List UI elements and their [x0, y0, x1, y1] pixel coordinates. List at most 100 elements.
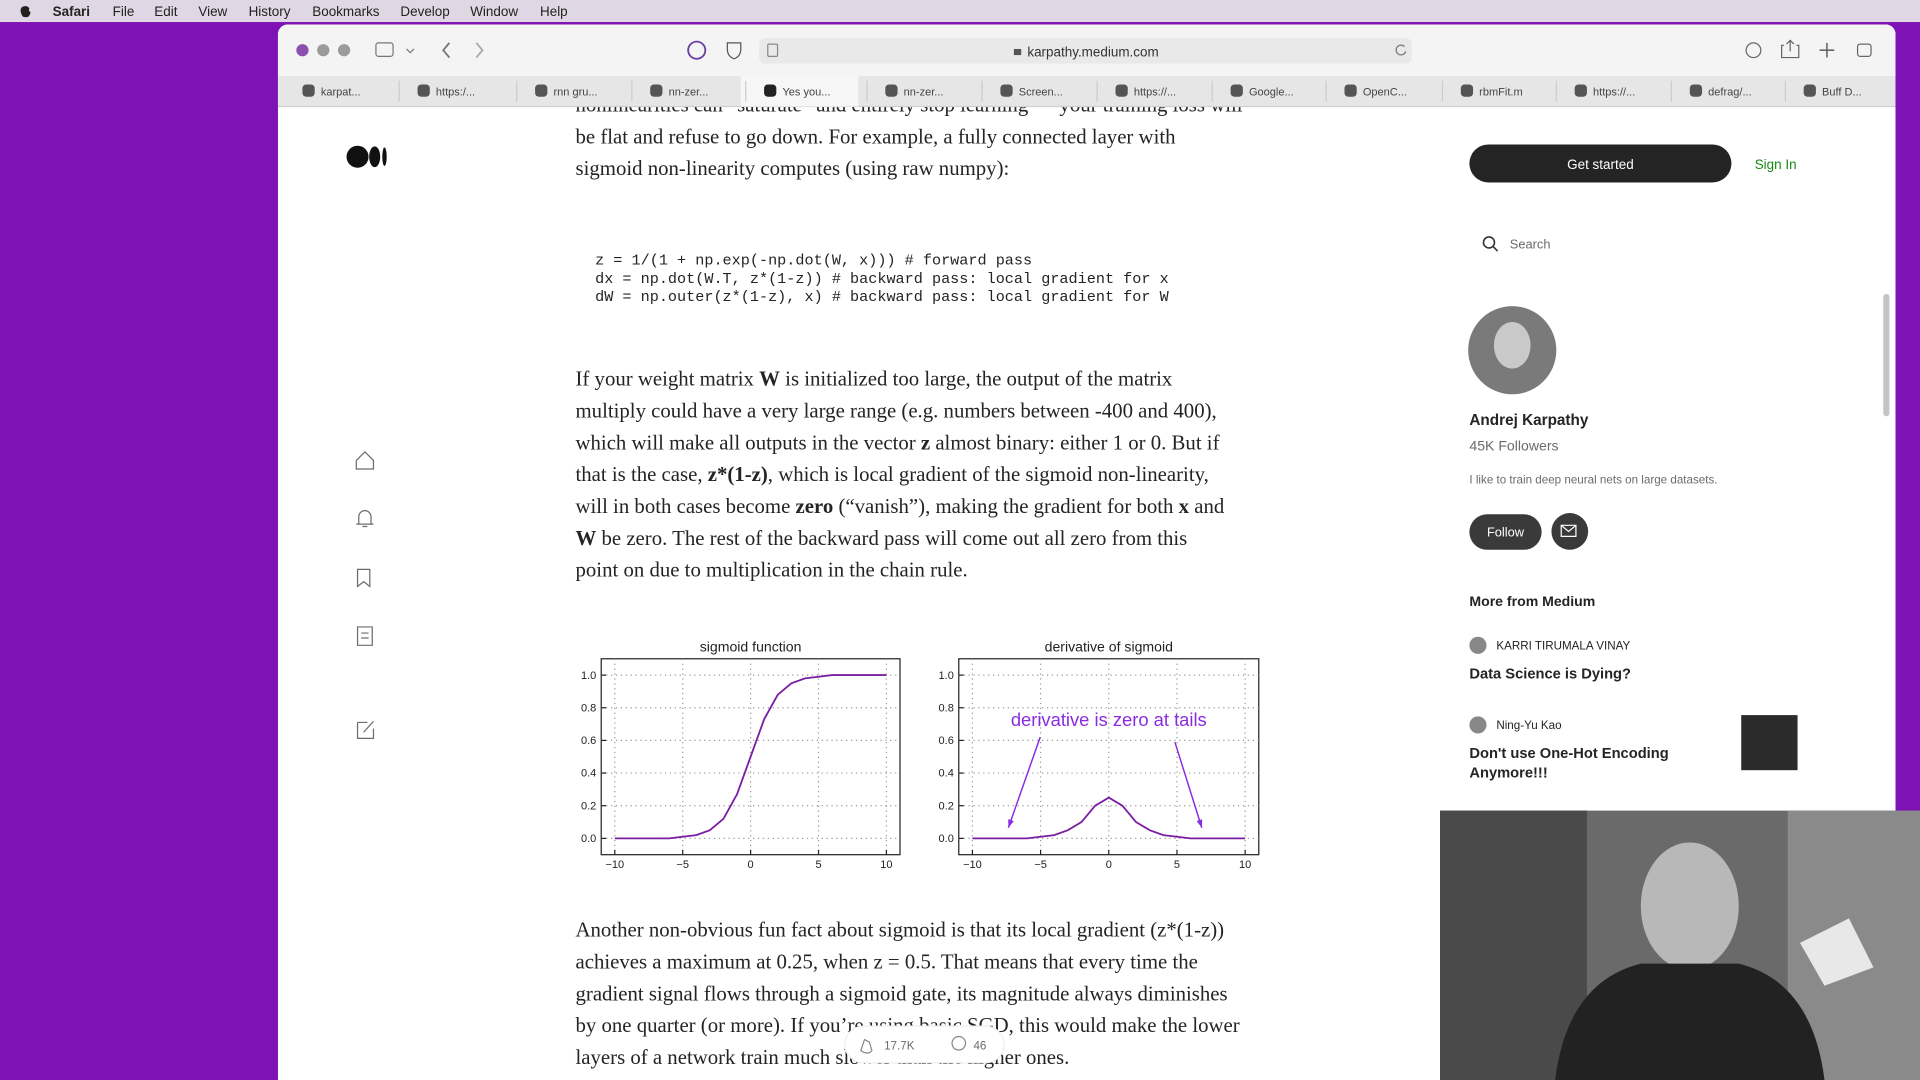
menu-item[interactable]: Window — [470, 4, 518, 19]
tab-title[interactable]: Google... — [1249, 87, 1294, 99]
tab-title[interactable]: defrag/... — [1708, 87, 1751, 99]
menu-item[interactable]: Edit — [154, 4, 177, 19]
follow-label[interactable]: Follow — [1487, 524, 1525, 539]
search-input[interactable]: Search — [1510, 237, 1551, 252]
menu-items: Safari File Edit View History Bookmarks Develo… — [20, 4, 568, 19]
tab-title[interactable]: Screen... — [1019, 87, 1063, 99]
tab-title[interactable]: karpat... — [321, 87, 361, 99]
follow-button[interactable] — [1469, 514, 1542, 550]
sidebar-menu[interactable] — [406, 48, 415, 54]
back-button[interactable] — [442, 42, 451, 59]
menu-item[interactable]: Bookmarks — [312, 4, 380, 19]
tab-title[interactable]: https://... — [1593, 87, 1635, 99]
write-icon[interactable] — [356, 720, 375, 739]
menu-item[interactable]: Develop — [400, 4, 449, 19]
x-tick-label: 5 — [1174, 859, 1180, 871]
get-started-label[interactable]: Get started — [1567, 157, 1634, 172]
address-bar[interactable] — [759, 37, 1412, 64]
response-icon[interactable] — [951, 1035, 967, 1051]
url[interactable]: karpathy.medium.com — [1027, 44, 1158, 59]
text-run: If your weight matrix — [576, 367, 760, 391]
subscribe-button[interactable] — [1551, 513, 1589, 550]
story-author-avatar[interactable] — [1469, 716, 1487, 734]
tab-favicon — [1230, 84, 1243, 97]
reload-button[interactable] — [1395, 44, 1407, 56]
medium-logo[interactable] — [369, 146, 381, 168]
text-run: that is the case, — [576, 462, 708, 486]
bold-text: W — [759, 367, 780, 391]
search-icon[interactable] — [1492, 246, 1499, 252]
paragraph-line: will in both cases become zero (“vanish”… — [576, 494, 1225, 518]
data-line — [614, 674, 887, 840]
x-tick-label: 0 — [1106, 859, 1112, 871]
author-name[interactable]: Andrej Karpathy — [1469, 412, 1588, 429]
bold-text: W — [576, 526, 597, 550]
sidebar-button[interactable] — [375, 42, 394, 57]
menu-app[interactable]: Safari — [53, 4, 90, 19]
story-author-avatar[interactable] — [1469, 636, 1487, 654]
medium-logo[interactable] — [382, 147, 387, 166]
author-followers[interactable]: 45K Followers — [1469, 438, 1558, 454]
story-author[interactable]: KARRI TIRUMALA VINAY — [1496, 640, 1630, 653]
sign-in-link[interactable]: Sign In — [1755, 157, 1797, 172]
story-title[interactable]: Data Science is Dying? — [1469, 666, 1631, 682]
tab-title[interactable]: rnn gru... — [553, 87, 597, 99]
search-icon[interactable] — [1482, 236, 1496, 249]
clap-icon[interactable] — [860, 1038, 873, 1054]
story-author[interactable]: Ning-Yu Kao — [1496, 719, 1561, 732]
tab-favicon — [1460, 84, 1474, 97]
tab-overview-button[interactable] — [1856, 43, 1872, 57]
new-tab-button[interactable] — [1819, 42, 1835, 58]
tab-title[interactable]: nn-zer... — [669, 87, 709, 99]
apple-menu[interactable] — [20, 6, 31, 18]
window-minimize[interactable] — [317, 44, 330, 57]
author-avatar-face — [1493, 322, 1531, 369]
get-started-button[interactable] — [1469, 144, 1732, 183]
menu-item[interactable]: History — [249, 4, 291, 19]
tab-title[interactable]: rbmFit.m — [1479, 87, 1522, 99]
extension-icon[interactable] — [687, 40, 707, 60]
story-title[interactable]: Don't use One-Hot Encoding — [1469, 746, 1668, 762]
y-tick-label: 0.0 — [939, 833, 954, 845]
paragraph-line: Another non-obvious fun fact about sigmo… — [576, 918, 1225, 942]
paragraph-line: W be zero. The rest of the backward pass… — [576, 526, 1188, 550]
paragraph-line: gradient signal flows through a sigmoid … — [576, 981, 1228, 1005]
tab-title[interactable]: nn-zer... — [904, 87, 944, 99]
forward-button[interactable] — [475, 42, 484, 59]
share-button[interactable] — [1781, 39, 1800, 59]
tab-title[interactable]: Yes you... — [782, 87, 830, 99]
tab-title[interactable]: OpenC... — [1363, 87, 1407, 99]
menu-item[interactable]: View — [198, 4, 227, 19]
tabs: karpat... https:/... rnn gru... nn-zer... Ye… — [302, 75, 1862, 107]
story-title[interactable]: Anymore!!! — [1469, 766, 1547, 782]
tab-title[interactable]: https://... — [1134, 87, 1176, 99]
webcam-overlay — [1440, 810, 1920, 1080]
window-close[interactable] — [296, 44, 309, 57]
browser-chrome: karpathy.medium.com Safari File Edit View Hi… — [0, 0, 1920, 108]
bold-text: x — [1179, 494, 1190, 518]
privacy-icon[interactable] — [726, 42, 742, 60]
story-thumbnail[interactable] — [1741, 715, 1798, 771]
menu-item[interactable]: Help — [540, 4, 568, 19]
x-tick-label: −10 — [605, 859, 624, 871]
window-zoom[interactable] — [337, 44, 351, 57]
chart-title: derivative of sigmoid — [1045, 638, 1173, 654]
data-line — [972, 796, 1246, 840]
x-tick-label: −5 — [676, 859, 689, 871]
reader-icon[interactable] — [767, 43, 779, 57]
downloads-button[interactable] — [1745, 42, 1762, 59]
tab-title[interactable]: Buff D... — [1822, 87, 1862, 99]
x-tick-label: −5 — [1034, 859, 1047, 871]
lock-icon — [1013, 48, 1022, 56]
tab-title[interactable]: https:/... — [436, 87, 475, 99]
scrollbar-thumb[interactable] — [1883, 293, 1890, 417]
menu-item[interactable]: File — [113, 4, 135, 19]
medium-logo[interactable] — [346, 145, 369, 168]
notifications-icon[interactable] — [356, 510, 374, 528]
lists-icon[interactable] — [356, 568, 371, 588]
stories-icon[interactable] — [356, 626, 373, 646]
text-run: gradient signal flows through a sigmoid … — [576, 981, 1228, 1005]
home-icon[interactable] — [355, 450, 375, 470]
active-tab[interactable] — [740, 75, 859, 107]
